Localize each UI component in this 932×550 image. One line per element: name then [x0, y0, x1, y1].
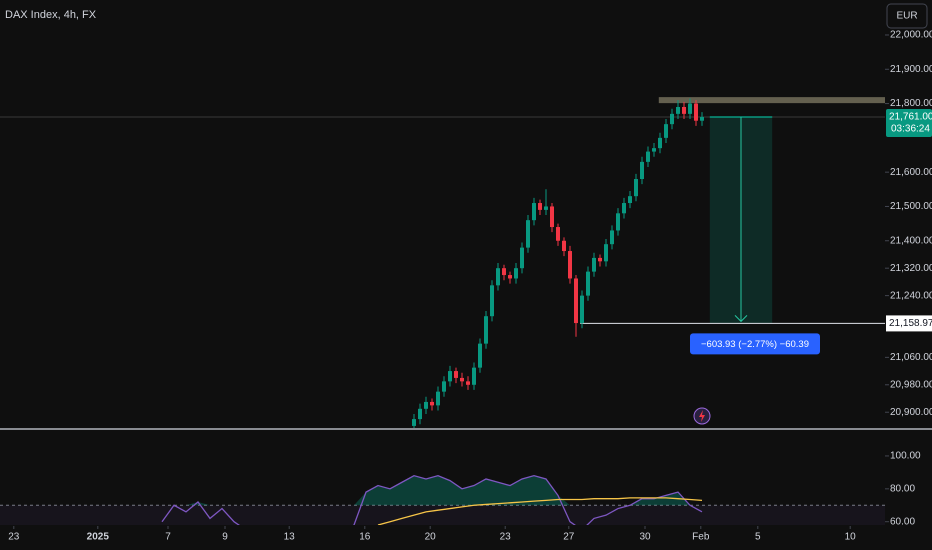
- alert-icon[interactable]: [693, 407, 711, 425]
- candle-body: [412, 419, 416, 426]
- y-tick-label: 80.00: [890, 483, 915, 494]
- candle-body: [436, 391, 440, 406]
- candle-body: [574, 278, 578, 324]
- candle-body: [526, 220, 530, 248]
- y-tick-label: 60.00: [890, 516, 915, 527]
- y-tick-label: 20,900.00: [890, 407, 932, 418]
- x-tick-label: 27: [563, 532, 575, 543]
- x-tick-label: 20: [425, 532, 437, 543]
- candle-body: [586, 271, 590, 296]
- x-tick-label: 10: [845, 532, 857, 543]
- candle-body: [580, 295, 584, 324]
- candle-body: [514, 268, 518, 279]
- price-pane: [0, 97, 885, 428]
- x-tick-label: 16: [359, 532, 371, 543]
- overbought-fill: [162, 475, 702, 506]
- y-tick-label: 21,400.00: [890, 235, 932, 246]
- candle-body: [520, 247, 524, 269]
- candle-body: [610, 230, 614, 245]
- y-tick-label: 22,000.00: [890, 30, 932, 41]
- candle-body: [424, 401, 428, 409]
- candle-body: [616, 213, 620, 231]
- candle-body: [430, 401, 434, 406]
- y-tick-label: 21,900.00: [890, 64, 932, 75]
- candle-body: [502, 268, 506, 276]
- candle-body: [538, 203, 542, 210]
- axes: 22,000.00 21,900.00 21,800.00 21,600.00 21,5…: [8, 30, 932, 543]
- candle-body: [460, 377, 464, 382]
- candle-body: [628, 196, 632, 204]
- y-tick-label: 20,980.00: [890, 379, 932, 390]
- current-price-tag: [886, 108, 932, 137]
- y-tick-label: 21,240.00: [890, 290, 932, 301]
- y-tick-label: 21,600.00: [890, 167, 932, 178]
- x-tick-label: 2025: [87, 532, 110, 543]
- candle-body: [682, 107, 686, 114]
- candle-body: [550, 206, 554, 228]
- y-tick-label: 21,500.00: [890, 201, 932, 212]
- currency-button[interactable]: [886, 3, 928, 29]
- y-tick-label: 21,800.00: [890, 98, 932, 109]
- rsi-pane: [0, 474, 885, 525]
- x-tick-label: Feb: [692, 532, 710, 543]
- x-tick-label: 23: [8, 532, 20, 543]
- candle-body: [688, 103, 692, 114]
- candle-body: [652, 148, 656, 152]
- x-tick-label: 7: [165, 532, 171, 543]
- candle-body: [562, 240, 566, 252]
- candle-body: [658, 137, 662, 149]
- x-tick-label: 13: [284, 532, 296, 543]
- candle-body: [646, 151, 650, 162]
- x-tick-label: 23: [500, 532, 512, 543]
- overbought-zone: [0, 505, 885, 525]
- candle-body: [478, 343, 482, 368]
- rsi-line: [377, 497, 703, 525]
- candle-body: [592, 257, 596, 272]
- y-tick-label: 100.00: [890, 451, 921, 462]
- x-tick-label: 9: [222, 532, 228, 543]
- x-tick-label: 30: [639, 532, 651, 543]
- candle-body: [454, 371, 458, 378]
- candle-body: [508, 275, 512, 279]
- chart-title: DAX Index, 4h, FX: [5, 9, 97, 21]
- candle-body: [568, 251, 572, 279]
- candle-body: [640, 161, 644, 180]
- candle-body: [622, 203, 626, 214]
- stop-price-label: 21,158.97: [889, 318, 932, 329]
- candle-body: [442, 381, 446, 392]
- candle-body: [676, 107, 680, 114]
- x-tick-label: 5: [755, 532, 761, 543]
- candle-body: [694, 103, 698, 121]
- stop-price-tag: [886, 315, 932, 332]
- current-price-label: 21,761.00: [889, 112, 932, 123]
- candle-body: [466, 381, 470, 385]
- y-tick-label: 21,060.00: [890, 352, 932, 363]
- candle-body: [700, 116, 704, 121]
- currency-label: EUR: [896, 11, 917, 22]
- countdown-label: 03:36:24: [891, 124, 930, 135]
- candle-body: [598, 257, 602, 262]
- candle-body: [556, 227, 560, 241]
- position-arrow-head: [734, 315, 748, 323]
- position-label-box: [690, 333, 820, 355]
- candle-body: [484, 316, 488, 344]
- candle-body: [604, 244, 608, 262]
- candle-body: [496, 268, 500, 286]
- candle-body: [670, 113, 674, 125]
- candle-body: [418, 408, 422, 420]
- rsi-line: [161, 474, 703, 525]
- candle-body: [472, 367, 476, 385]
- candle-body: [664, 124, 668, 138]
- candle-body: [448, 371, 452, 382]
- position-label: −603.93 (−2.77%) −60.39: [701, 339, 809, 350]
- candle-body: [634, 179, 638, 197]
- candle-body: [544, 206, 548, 210]
- y-tick-label: 21,320.00: [890, 263, 932, 274]
- candle-body: [532, 203, 536, 221]
- candle-body: [490, 285, 494, 317]
